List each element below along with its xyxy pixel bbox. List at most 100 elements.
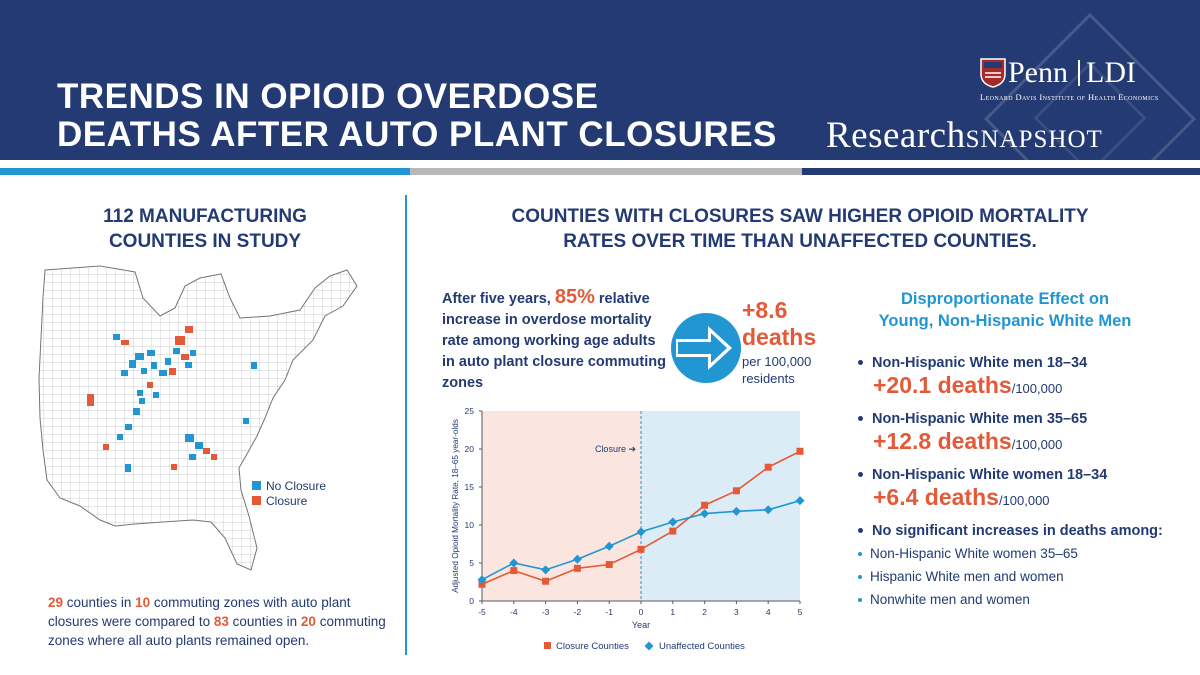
map-title-line1: 112 MANUFACTURING — [103, 206, 307, 227]
page-title: TRENDS IN OPIOID OVERDOSE DEATHS AFTER A… — [57, 78, 777, 154]
logo-penn-text: Penn — [1008, 56, 1068, 89]
effect-value: +6.4 deaths/100,000 — [873, 484, 1188, 514]
sub-bullet-dot — [858, 575, 862, 579]
mortality-line-chart: 0 5 10 15 20 25 -5 -4 -3 -2 -1 0 1 2 3 4 5 Year Adjusted O… — [451, 406, 805, 652]
y-tick-label: 20 — [465, 444, 475, 454]
snapshot-research: Research — [826, 115, 966, 156]
y-axis-title: Adjusted Opioid Mortality Rate, 18–65 ye… — [451, 419, 460, 593]
column-divider — [405, 195, 407, 655]
no-increase-group: Hispanic White men and women — [858, 565, 1188, 588]
effect-deaths: +6.4 deaths — [873, 484, 999, 510]
x-tick-label: 4 — [766, 607, 771, 617]
deaths-per-residents: per 100,000 residents — [742, 354, 812, 386]
stat-pre: After five years, — [442, 291, 555, 307]
chart-title-line1: COUNTIES WITH CLOSURES SAW HIGHER OPIOID… — [511, 206, 1089, 227]
snapshot-snapshot: SNAPSHOT — [965, 126, 1103, 153]
x-tick-label: 1 — [670, 607, 675, 617]
header-stripe-navy — [802, 168, 1200, 175]
header-stripe-gray — [410, 168, 802, 175]
x-tick-label: -2 — [574, 607, 582, 617]
unaffected-point — [668, 517, 678, 527]
closure-point — [478, 580, 486, 588]
effect-deaths: +20.1 deaths — [873, 372, 1012, 398]
dispro-title-line1: Disproportionate Effect on — [900, 290, 1110, 308]
penn-shield-icon — [980, 58, 1006, 88]
penn-ldi-logo: Penn LDI Leonard Davis Institute of Heal… — [980, 56, 1190, 106]
x-tick-label: -3 — [542, 607, 550, 617]
map-legend: No Closure Closure — [252, 478, 326, 508]
legend-unaffected-label: Unaffected Counties — [659, 641, 745, 652]
sub-bullet-dot — [858, 598, 862, 602]
x-tick-label: -1 — [605, 607, 613, 617]
unaffected-point — [700, 509, 710, 519]
closure-point — [796, 447, 804, 455]
y-tick-label: 5 — [469, 558, 474, 568]
unaffected-point — [509, 558, 519, 568]
research-snapshot-wordmark: ResearchSNAPSHOT — [826, 116, 1103, 160]
closure-point — [701, 501, 709, 509]
relative-increase-statement: After five years, 85% relative increase … — [442, 287, 672, 394]
note-text-2: commuting zones with auto plant closures… — [48, 595, 351, 629]
bullet-dot — [858, 472, 863, 477]
y-tick-label: 10 — [465, 520, 475, 530]
legend-closure: Closure — [252, 493, 326, 508]
chart-section-title: COUNTIES WITH CLOSURES SAW HIGHER OPIOID… — [430, 204, 1170, 254]
legend-unaffected-marker — [644, 641, 654, 651]
bullet-dot — [858, 360, 863, 365]
study-note: 29 counties in 10 commuting zones with a… — [48, 593, 398, 650]
closure-point — [669, 527, 677, 535]
note-text-3: counties in — [228, 614, 301, 629]
header-banner: TRENDS IN OPIOID OVERDOSE DEATHS AFTER A… — [0, 0, 1200, 160]
note-text-1: counties in — [63, 595, 136, 610]
bullet-dot — [858, 528, 863, 533]
closure-point — [605, 561, 613, 569]
closure-point — [637, 545, 645, 553]
closure-point — [764, 463, 772, 471]
county-markers — [87, 326, 257, 472]
closure-point — [732, 487, 740, 495]
county-grid — [39, 266, 357, 570]
logo-subtitle: Leonard Davis Institute of Health Econom… — [980, 92, 1159, 102]
y-tick-label: 15 — [465, 482, 475, 492]
effect-value: +20.1 deaths/100,000 — [873, 372, 1188, 402]
x-tick-label: 5 — [798, 607, 803, 617]
y-tick-label: 25 — [465, 406, 475, 416]
unaffected-point — [636, 527, 646, 537]
legend-swatch-orange — [252, 496, 261, 505]
stat-post: relative increase in overdose mortality … — [442, 291, 666, 391]
closure-point — [510, 567, 518, 575]
note-count-20: 20 — [300, 614, 316, 629]
disproportionate-effect-title: Disproportionate Effect on Young, Non-Hi… — [850, 288, 1160, 332]
effect-item: Non-Hispanic White women 18–34 +6.4 deat… — [858, 466, 1188, 514]
pre-closure-panel — [482, 411, 641, 601]
note-count-29: 29 — [48, 595, 64, 610]
note-text-4: commuting zones where all auto plants re… — [48, 614, 386, 648]
no-increase-group-label: Nonwhite men and women — [870, 592, 1030, 607]
unaffected-point — [572, 554, 582, 564]
x-tick-label: 0 — [639, 607, 644, 617]
sub-bullet-dot — [858, 552, 862, 556]
unaffected-point — [541, 565, 551, 575]
no-increase-group: Non-Hispanic White women 35–65 — [858, 542, 1188, 565]
closure-annotation: Closure ➔ — [595, 444, 637, 454]
header-stripe-blue — [0, 168, 410, 175]
closure-point — [542, 577, 550, 585]
effect-value: +12.8 deaths/100,000 — [873, 428, 1188, 458]
x-tick-label: -4 — [510, 607, 518, 617]
note-count-83: 83 — [213, 614, 229, 629]
map-section-title: 112 MANUFACTURING COUNTIES IN STUDY — [50, 204, 360, 254]
stat-85-percent: 85% — [554, 286, 595, 308]
post-closure-panel — [641, 411, 800, 601]
no-increase-group-label: Hispanic White men and women — [870, 569, 1064, 584]
effect-per: /100,000 — [998, 493, 1050, 508]
effect-deaths: +12.8 deaths — [873, 428, 1012, 454]
map-title-line2: COUNTIES IN STUDY — [108, 231, 302, 252]
no-increase-group-label: Non-Hispanic White women 35–65 — [870, 546, 1078, 561]
page-title-line2: DEATHS AFTER AUTO PLANT CLOSURES — [57, 115, 777, 154]
effect-group-label: Non-Hispanic White women 18–34 — [872, 467, 1108, 483]
effect-per: /100,000 — [1011, 381, 1063, 396]
effect-item: Non-Hispanic White men 35–65 +12.8 death… — [858, 410, 1188, 458]
no-increase-label: No significant increases in deaths among… — [872, 523, 1163, 539]
unaffected-point — [731, 506, 741, 516]
bullet-dot — [858, 416, 863, 421]
